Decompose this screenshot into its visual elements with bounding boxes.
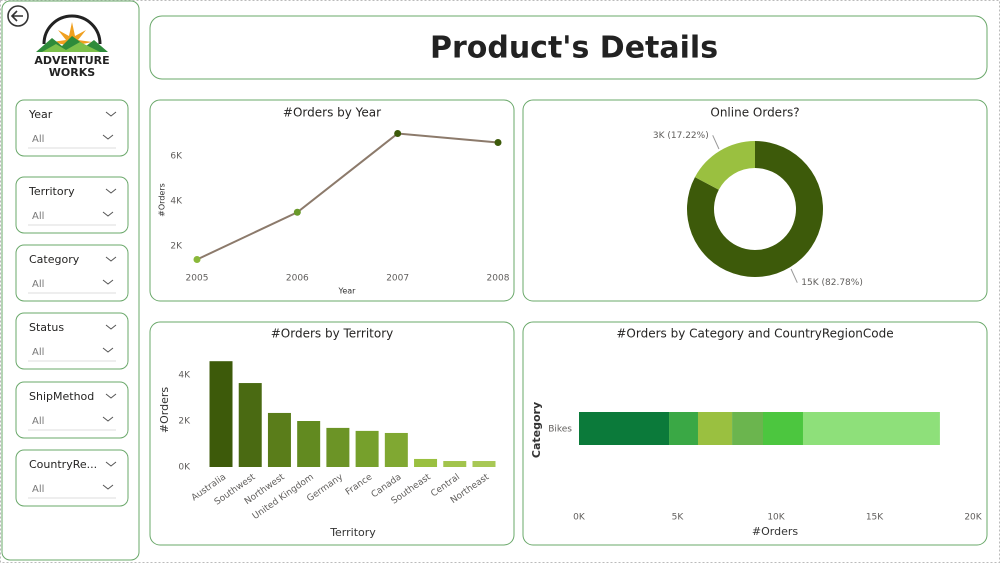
- bar: [355, 430, 379, 467]
- logo-text: WORKS: [49, 66, 95, 79]
- chart-title: #Orders by Year: [283, 106, 381, 120]
- slicer-box: [15, 244, 129, 302]
- slicer-label: Territory: [28, 185, 75, 198]
- line: [196, 132, 499, 261]
- x-tick-label: 2007: [386, 274, 409, 284]
- point: [193, 256, 201, 263]
- slicer-value[interactable]: All: [32, 134, 44, 145]
- header: [149, 15, 988, 80]
- slicer-value[interactable]: All: [32, 416, 44, 427]
- bar-segment: [762, 412, 803, 445]
- y-axis-title: #Orders: [158, 387, 171, 433]
- chevron: [105, 256, 117, 262]
- y-tick-label: Bikes: [548, 425, 572, 435]
- point: [394, 130, 402, 137]
- x-tick-label: 5K: [672, 513, 685, 523]
- bar-segment: [802, 412, 940, 445]
- x-tick-label: 15K: [866, 513, 884, 523]
- chevron: [105, 188, 117, 194]
- bar: [238, 383, 262, 467]
- slicer-box: [15, 99, 129, 157]
- slicer-label: Status: [29, 321, 64, 334]
- slicer-box: [15, 176, 129, 234]
- slicer-box: [15, 381, 129, 439]
- slicer[interactable]: ShipMethod All: [15, 381, 129, 439]
- slicer-list: YearAllTerritoryAllCategoryAllStatusAllS…: [15, 99, 129, 507]
- chevron: [105, 393, 117, 399]
- leader-line: [712, 135, 720, 150]
- x-tick-label: 2006: [286, 274, 309, 284]
- back-button[interactable]: [7, 5, 29, 27]
- bar: [326, 427, 350, 467]
- slicer-box: [15, 449, 129, 507]
- point: [494, 139, 502, 146]
- logo: ADVENTURE WORKS: [34, 14, 110, 79]
- y-tick-label: 4K: [170, 197, 183, 207]
- slicer[interactable]: Status All: [15, 312, 129, 370]
- logo-text: ADVENTURE: [34, 54, 109, 67]
- y-tick-label: 2K: [170, 242, 183, 252]
- chart-title: #Orders by Category and CountryRegionCod…: [616, 327, 893, 341]
- chevron: [105, 324, 117, 330]
- dropdown-chevron[interactable]: [102, 211, 114, 217]
- slicer-label: ShipMethod: [29, 390, 94, 403]
- donut-slice: [687, 141, 823, 277]
- slicer-box: [15, 312, 129, 370]
- x-axis-title: Year: [338, 287, 357, 296]
- bar-segment: [669, 412, 698, 445]
- slicer-value[interactable]: All: [32, 279, 44, 290]
- bar: [443, 461, 467, 467]
- x-axis-title: #Orders: [752, 525, 798, 538]
- slicer[interactable]: CountryRe... All: [15, 449, 129, 507]
- donut-slice: [694, 141, 755, 190]
- slicer-value[interactable]: All: [32, 347, 44, 358]
- slicer-label: Year: [28, 108, 53, 121]
- chart-title: Online Orders?: [710, 106, 799, 120]
- chevron: [105, 111, 117, 117]
- y-axis-title: Category: [530, 402, 543, 458]
- x-axis-title: Territory: [329, 526, 376, 539]
- bar: [267, 412, 291, 467]
- slicer-value[interactable]: All: [32, 211, 44, 222]
- chevron: [105, 461, 117, 467]
- dropdown-chevron[interactable]: [102, 416, 114, 422]
- slicer[interactable]: Territory All: [15, 176, 129, 234]
- dropdown-chevron[interactable]: [102, 484, 114, 490]
- x-tick-label: 0K: [573, 513, 586, 523]
- data-label: 3K (17.22%): [653, 131, 709, 141]
- bar: [472, 461, 496, 467]
- x-tick-label: 20K: [964, 513, 982, 523]
- x-tick-label: 2005: [186, 274, 209, 284]
- bar-segment: [579, 412, 670, 445]
- bar-segment: [732, 412, 763, 445]
- slicer-value[interactable]: All: [32, 484, 44, 495]
- chart-title: #Orders by Territory: [271, 327, 394, 341]
- bar-segment: [697, 412, 733, 445]
- page-title: Product's Details: [430, 31, 718, 66]
- y-tick-label: 0K: [178, 463, 191, 473]
- slicer-label: Category: [29, 253, 80, 266]
- y-tick-label: 6K: [170, 152, 183, 162]
- dropdown-chevron[interactable]: [102, 347, 114, 353]
- dropdown-chevron[interactable]: [102, 134, 114, 140]
- y-axis-title: #Orders: [158, 183, 167, 217]
- x-tick-label: 10K: [767, 513, 785, 523]
- bar: [414, 458, 438, 467]
- bar: [384, 432, 408, 467]
- slicer[interactable]: Category All: [15, 244, 129, 302]
- chart-panel: [522, 99, 988, 302]
- point: [293, 208, 301, 216]
- data-label: 15K (82.78%): [801, 278, 863, 288]
- x-tick-label: 2008: [487, 274, 510, 284]
- slicer-label: CountryRe...: [29, 458, 97, 471]
- y-tick-label: 2K: [178, 417, 191, 427]
- y-tick-label: 4K: [178, 371, 191, 381]
- slicer[interactable]: Year All: [15, 99, 129, 157]
- bar: [297, 421, 321, 467]
- bar: [209, 361, 233, 467]
- leader-line: [790, 268, 798, 283]
- chart-panel: [149, 99, 515, 302]
- dropdown-chevron[interactable]: [102, 279, 114, 285]
